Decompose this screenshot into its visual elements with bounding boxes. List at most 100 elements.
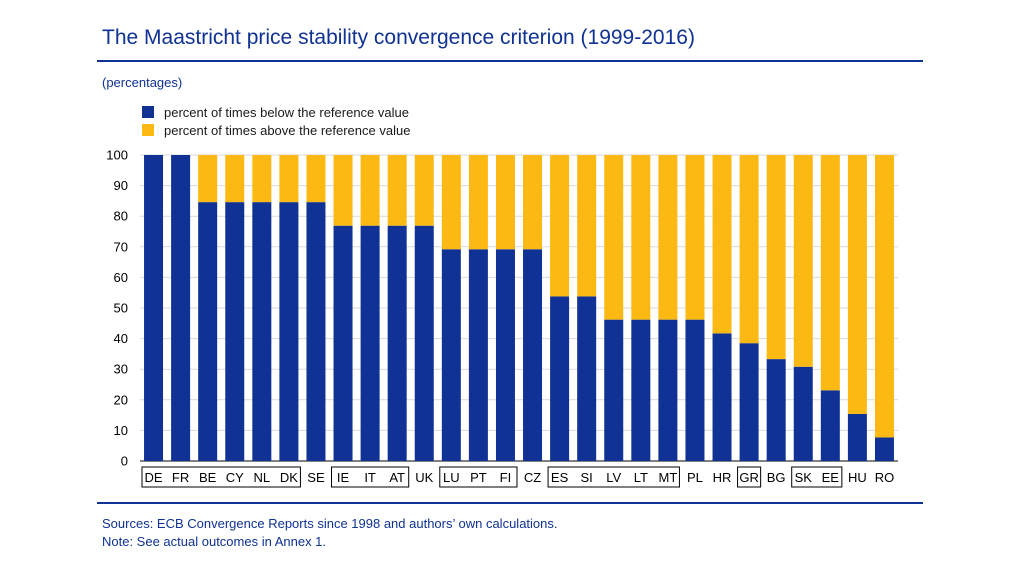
bar-above-be [198,155,218,203]
bar-above-pl [685,155,705,320]
bar-below-hu [847,413,867,461]
bar-below-se [306,202,326,461]
bar-below-pt [468,249,488,461]
x-tick-label-fi: FI [500,470,512,485]
legend-label-above: percent of times above the reference val… [164,122,411,138]
category-group-box [547,466,680,488]
bar-above-ro [874,155,894,438]
y-tick-label: 10 [114,423,128,438]
bar-below-ie [333,225,353,461]
unit-label: (percentages) [102,75,183,90]
bar-below-mt [658,319,678,461]
x-tick-label-hu: HU [848,470,867,485]
x-tick-label-pt: PT [470,470,487,485]
bar-above-uk [414,155,434,226]
legend-swatch-below [142,106,154,118]
bar-below-ro [874,437,894,461]
y-tick-label: 60 [114,270,128,285]
bar-above-nl [252,155,272,203]
y-tick-label: 70 [114,239,128,254]
chart-title: The Maastricht price stability convergen… [102,26,695,49]
bar-above-gr [739,155,759,344]
bar-above-es [550,155,570,297]
legend-item-above: percent of times above the reference val… [142,121,410,139]
bar-above-lv [604,155,624,320]
y-tick-label: 30 [114,362,128,377]
bar-above-at [387,155,407,226]
legend-item-below: percent of times below the reference val… [142,103,410,121]
bar-below-lv [604,319,624,461]
y-tick-label: 100 [106,148,128,163]
category-group-box [791,466,843,488]
legend-label-below: percent of times below the reference val… [164,104,409,120]
bar-below-cy [225,202,245,461]
annex-note: Note: See actual outcomes in Annex 1. [102,534,327,549]
x-tick-label-se: SE [307,470,325,485]
category-group-box [141,466,301,488]
bar-below-ee [820,390,840,461]
x-tick-label-si: SI [581,470,593,485]
bar-above-dk [279,155,299,203]
legend-swatch-above [142,124,154,136]
bar-above-bg [766,155,786,360]
stacked-bar-chart: 0 10 20 30 40 50 60 70 80 90 100 DE FR BE CY NL DK SE IE IT… [106,148,898,488]
top-rule [97,60,923,62]
bar-below-dk [279,202,299,461]
x-tick-label-es: ES [551,470,569,485]
bar-below-cz [523,249,543,461]
bar-above-lt [631,155,651,320]
bar-above-mt [658,155,678,320]
notes: Sources: ECB Convergence Reports since 1… [102,515,558,551]
x-tick-label-be: BE [199,470,217,485]
x-tick-label-cz: CZ [524,470,541,485]
x-tick-label-mt: MT [659,470,678,485]
bar-above-hr [712,155,732,334]
x-tick-label-sk: SK [795,470,813,485]
bar-below-at [387,225,407,461]
y-tick-label: 80 [114,209,128,224]
x-tick-label-lv: LV [606,470,621,485]
bar-below-si [577,296,597,461]
x-tick-label-de: DE [145,470,163,485]
y-tick-label: 20 [114,392,128,407]
x-tick-label-it: IT [364,470,376,485]
bar-below-gr [739,343,759,461]
bar-below-pl [685,319,705,461]
category-group-box [331,466,410,488]
bar-below-fr [171,155,191,461]
x-tick-label-dk: DK [280,470,298,485]
bar-above-ie [333,155,353,226]
bottom-rule [97,502,923,504]
legend: percent of times below the reference val… [142,103,410,139]
y-tick-label: 90 [114,178,128,193]
x-tick-label-lu: LU [443,470,460,485]
bar-below-es [550,296,570,461]
bar-below-lu [441,249,461,461]
bar-above-cz [523,155,543,250]
y-tick-label: 0 [121,454,128,469]
x-tick-label-bg: BG [767,470,786,485]
x-tick-label-fr: FR [172,470,189,485]
category-group-box [737,466,762,488]
bar-below-hr [712,333,732,461]
bar-below-de [144,155,164,461]
x-tick-label-pl: PL [687,470,703,485]
bar-above-si [577,155,597,297]
bar-below-nl [252,202,272,461]
bar-above-cy [225,155,245,203]
bar-above-lu [441,155,461,250]
bar-above-it [360,155,380,226]
bar-below-sk [793,366,813,461]
x-tick-label-at: AT [389,470,405,485]
y-tick-label: 40 [114,331,128,346]
x-tick-label-ee: EE [822,470,840,485]
category-group-box [439,466,518,488]
x-tick-label-hr: HR [713,470,732,485]
bar-above-se [306,155,326,203]
bar-below-fi [495,249,515,461]
bar-below-lt [631,319,651,461]
x-tick-label-ro: RO [875,470,895,485]
x-tick-label-nl: NL [254,470,271,485]
x-tick-label-ie: IE [337,470,350,485]
x-tick-label-uk: UK [415,470,433,485]
